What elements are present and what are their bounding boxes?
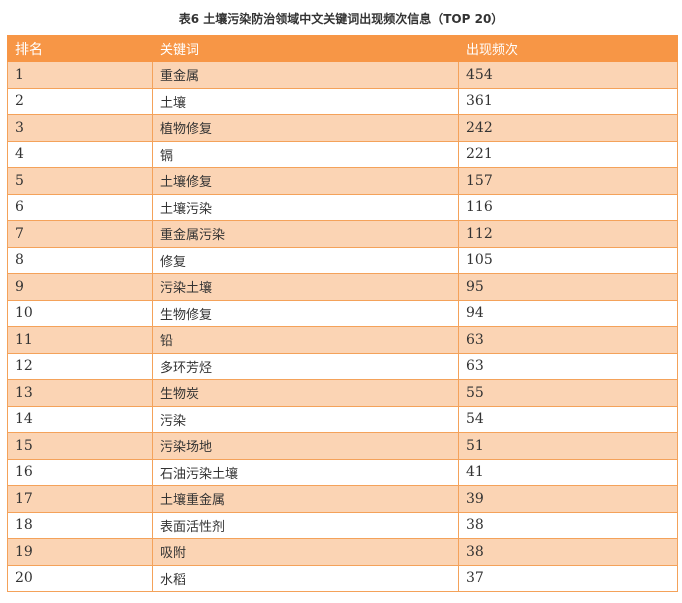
rank-cell: 17 [7, 485, 153, 513]
keyword-cell: 生物炭 [152, 379, 459, 407]
frequency-cell: 39 [458, 485, 678, 513]
header-frequency: 出现频次 [458, 35, 678, 62]
frequency-cell: 63 [458, 326, 678, 354]
table-row: 18 表面活性剂 38 [7, 511, 678, 539]
keyword-cell: 重金属污染 [152, 220, 459, 248]
keyword-cell: 土壤 [152, 87, 459, 115]
keyword-cell: 土壤修复 [152, 167, 459, 195]
table-row: 2 土壤 361 [7, 87, 678, 115]
rank-cell: 5 [7, 167, 153, 195]
frequency-cell: 157 [458, 167, 678, 195]
table-row: 4 镉 221 [7, 140, 678, 168]
keyword-cell: 污染土壤 [152, 273, 459, 301]
frequency-cell: 116 [458, 193, 678, 221]
frequency-cell: 361 [458, 87, 678, 115]
table-row: 11 铅 63 [7, 326, 678, 354]
rank-cell: 4 [7, 140, 153, 168]
frequency-cell: 38 [458, 538, 678, 566]
keyword-cell: 石油污染土壤 [152, 458, 459, 486]
frequency-cell: 54 [458, 405, 678, 433]
rank-cell: 11 [7, 326, 153, 354]
keyword-cell: 铅 [152, 326, 459, 354]
rank-cell: 13 [7, 379, 153, 407]
header-rank: 排名 [7, 35, 153, 62]
frequency-cell: 51 [458, 432, 678, 460]
table-row: 16 石油污染土壤 41 [7, 458, 678, 486]
rank-cell: 18 [7, 511, 153, 539]
rank-cell: 16 [7, 458, 153, 486]
table-row: 8 修复 105 [7, 246, 678, 274]
rank-cell: 2 [7, 87, 153, 115]
frequency-cell: 221 [458, 140, 678, 168]
table-row: 17 土壤重金属 39 [7, 485, 678, 513]
table-row: 12 多环芳烃 63 [7, 352, 678, 380]
table-row: 6 土壤污染 116 [7, 193, 678, 221]
rank-cell: 8 [7, 246, 153, 274]
rank-cell: 6 [7, 193, 153, 221]
table-row: 5 土壤修复 157 [7, 167, 678, 195]
keyword-cell: 植物修复 [152, 114, 459, 142]
keyword-cell: 土壤重金属 [152, 485, 459, 513]
frequency-cell: 95 [458, 273, 678, 301]
rank-cell: 1 [7, 61, 153, 89]
rank-cell: 7 [7, 220, 153, 248]
table-row: 20 水稻 37 [7, 564, 678, 592]
keyword-cell: 修复 [152, 246, 459, 274]
rank-cell: 10 [7, 299, 153, 327]
keyword-cell: 镉 [152, 140, 459, 168]
keyword-cell: 水稻 [152, 564, 459, 592]
table-row: 14 污染 54 [7, 405, 678, 433]
frequency-cell: 242 [458, 114, 678, 142]
frequency-cell: 41 [458, 458, 678, 486]
keyword-cell: 重金属 [152, 61, 459, 89]
rank-cell: 19 [7, 538, 153, 566]
rank-cell: 20 [7, 564, 153, 592]
keyword-cell: 污染场地 [152, 432, 459, 460]
keyword-cell: 土壤污染 [152, 193, 459, 221]
header-keyword: 关键词 [152, 35, 459, 62]
frequency-cell: 454 [458, 61, 678, 89]
table-row: 7 重金属污染 112 [7, 220, 678, 248]
table-row: 15 污染场地 51 [7, 432, 678, 460]
rank-cell: 12 [7, 352, 153, 380]
table-row: 1 重金属 454 [7, 61, 678, 89]
rank-cell: 3 [7, 114, 153, 142]
table-row: 3 植物修复 242 [7, 114, 678, 142]
keyword-frequency-table: 排名 关键词 出现频次 1 重金属 454 2 土壤 361 3 植物修复 242 4 镉 221 5 土… [7, 35, 678, 592]
frequency-cell: 63 [458, 352, 678, 380]
keyword-cell: 多环芳烃 [152, 352, 459, 380]
frequency-cell: 37 [458, 564, 678, 592]
table-row: 9 污染土壤 95 [7, 273, 678, 301]
frequency-cell: 55 [458, 379, 678, 407]
table-row: 10 生物修复 94 [7, 299, 678, 327]
keyword-cell: 吸附 [152, 538, 459, 566]
table-header-row: 排名 关键词 出现频次 [7, 35, 678, 62]
frequency-cell: 112 [458, 220, 678, 248]
rank-cell: 9 [7, 273, 153, 301]
table-row: 13 生物炭 55 [7, 379, 678, 407]
frequency-cell: 105 [458, 246, 678, 274]
keyword-cell: 生物修复 [152, 299, 459, 327]
keyword-cell: 污染 [152, 405, 459, 433]
rank-cell: 14 [7, 405, 153, 433]
frequency-cell: 38 [458, 511, 678, 539]
rank-cell: 15 [7, 432, 153, 460]
frequency-cell: 94 [458, 299, 678, 327]
keyword-cell: 表面活性剂 [152, 511, 459, 539]
table-row: 19 吸附 38 [7, 538, 678, 566]
table-title: 表6 土壤污染防治领域中文关键词出现频次信息（TOP 20） [178, 12, 504, 26]
